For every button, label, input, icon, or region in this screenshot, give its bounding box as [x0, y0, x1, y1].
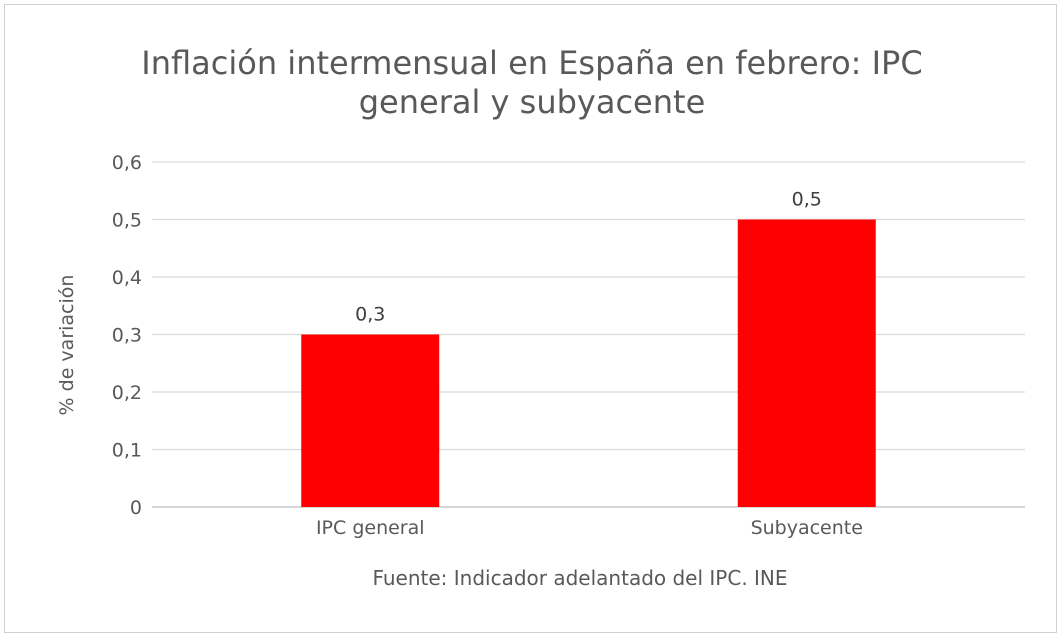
chart-frame — [4, 4, 1057, 633]
y-tick-label: 0,2 — [112, 382, 142, 404]
bar — [301, 334, 440, 507]
x-axis-label: Fuente: Indicador adelantado del IPC. IN… — [372, 566, 787, 590]
y-axis-label: % de variación — [56, 275, 78, 416]
chart-title-line-2: general y subyacente — [359, 83, 706, 121]
y-tick-label: 0,3 — [112, 325, 142, 347]
chart-title-line-1: Inflación intermensual en España en febr… — [141, 44, 922, 82]
y-tick-label: 0,4 — [112, 267, 142, 289]
y-tick-label: 0,1 — [112, 440, 142, 462]
y-tick-label: 0,5 — [112, 210, 142, 232]
bar — [737, 219, 876, 507]
x-tick-label: Subyacente — [751, 517, 863, 539]
data-label: 0,5 — [792, 189, 822, 211]
x-tick-label: IPC general — [316, 517, 425, 539]
y-tick-label: 0 — [130, 497, 142, 519]
data-label: 0,3 — [355, 304, 385, 326]
y-tick-label: 0,6 — [112, 152, 142, 174]
